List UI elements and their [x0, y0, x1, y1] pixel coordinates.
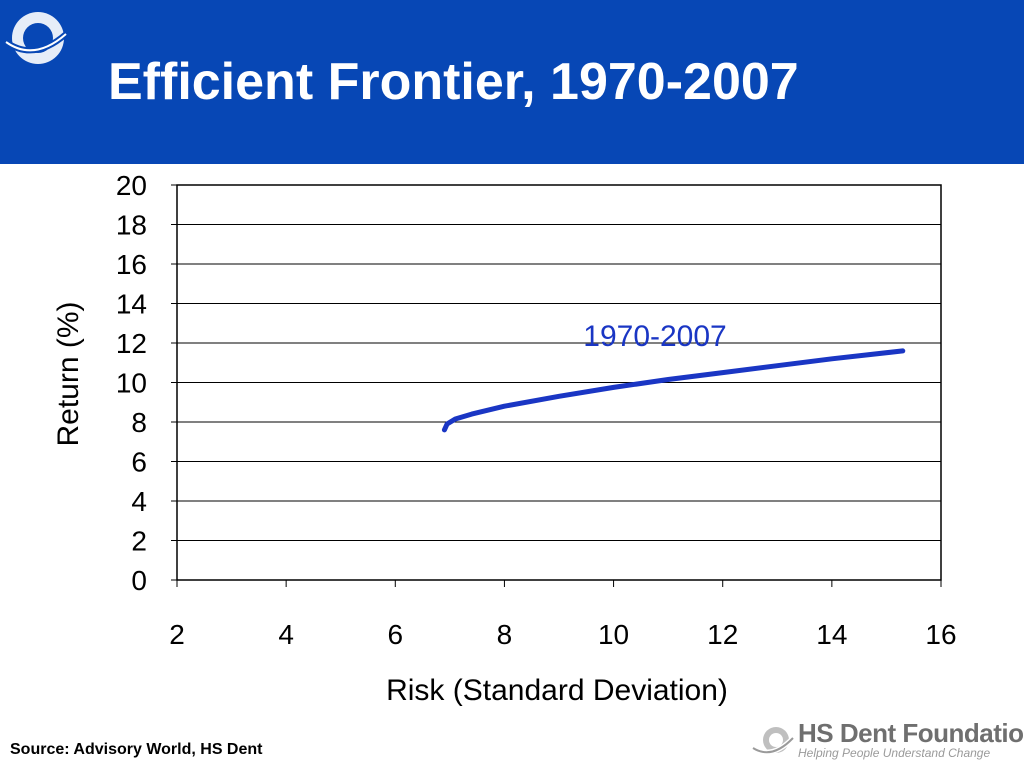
y-tick-label: 14	[116, 289, 147, 320]
y-tick-label: 8	[131, 407, 147, 438]
x-tick-label: 14	[816, 619, 847, 650]
x-axis-title: Risk (Standard Deviation)	[386, 674, 728, 707]
globe-logo-icon	[4, 12, 68, 64]
gridlines	[177, 224, 941, 541]
x-tick-label: 16	[925, 619, 956, 650]
series-line	[441, 348, 906, 433]
source-note: Source: Advisory World, HS Dent	[10, 741, 263, 758]
y-tick-label: 10	[116, 368, 147, 399]
y-tick-label: 18	[116, 210, 147, 241]
page-title: Efficient Frontier, 1970-2007	[108, 53, 799, 111]
title-bar: Efficient Frontier, 1970-2007	[0, 0, 1024, 164]
brand-logo: HS Dent Foundation Helping People Unders…	[752, 718, 1024, 764]
y-axis-ticks: 0 2 4 6 8 10 12 14 16 18 20	[116, 170, 177, 596]
x-tick-label: 10	[598, 619, 629, 650]
y-axis-title: Return (%)	[52, 301, 85, 446]
y-tick-label: 12	[116, 328, 147, 359]
x-tick-label: 12	[707, 619, 738, 650]
brand-name: HS Dent Foundation	[798, 718, 1024, 748]
y-tick-label: 20	[116, 170, 147, 201]
y-tick-label: 16	[116, 249, 147, 280]
series-annotation: 1970-2007	[583, 320, 726, 353]
brand-tagline: Helping People Understand Change	[798, 746, 991, 760]
series-lines	[441, 348, 906, 433]
y-tick-label: 2	[131, 526, 147, 557]
y-tick-label: 6	[131, 447, 147, 478]
y-tick-label: 4	[131, 486, 147, 517]
x-tick-label: 6	[387, 619, 403, 650]
swoosh-logo-icon	[752, 727, 794, 755]
y-tick-label: 0	[131, 565, 147, 596]
x-axis-ticks: 2 4 6 8 10 12 14 16	[169, 580, 957, 650]
x-tick-label: 8	[497, 619, 513, 650]
x-tick-label: 4	[278, 619, 294, 650]
x-tick-label: 2	[169, 619, 185, 650]
